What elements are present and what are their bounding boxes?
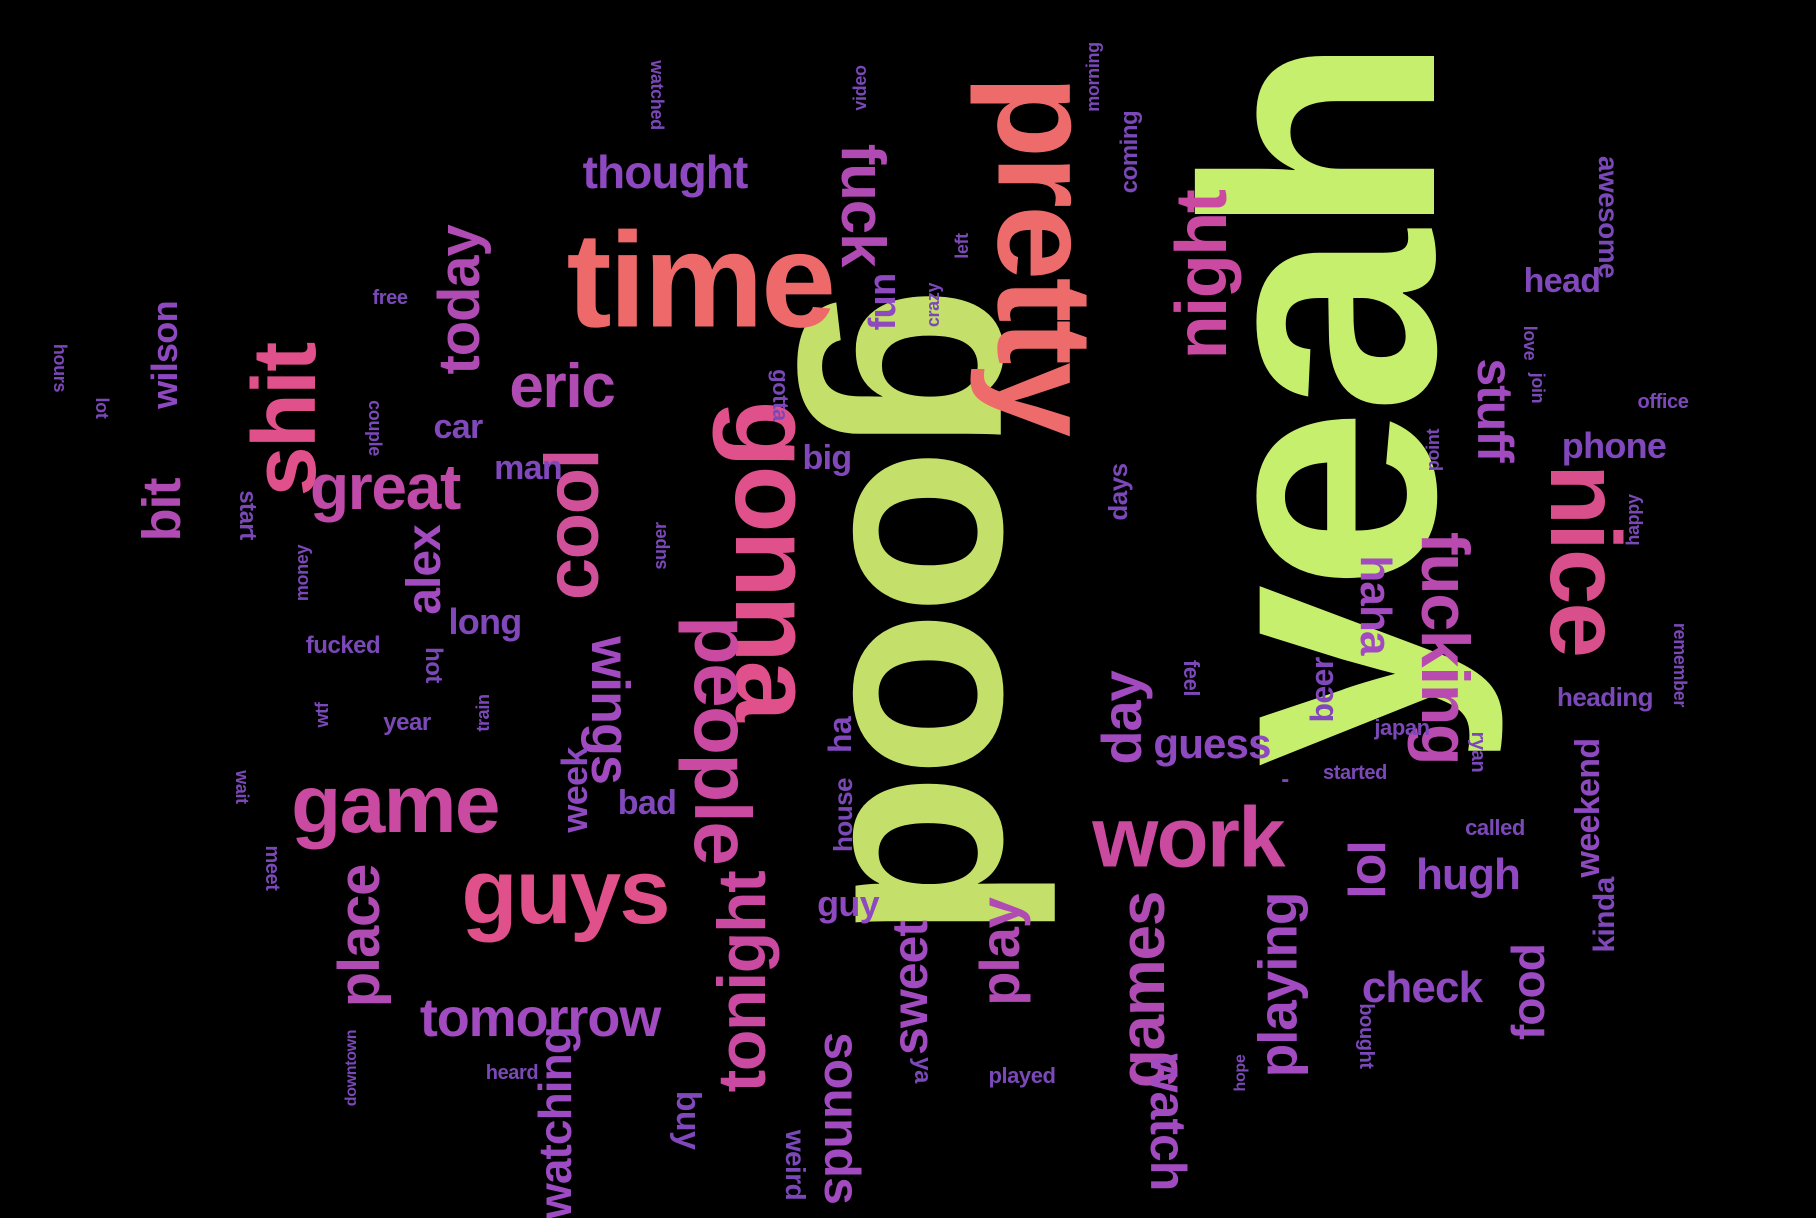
word-fucked: fucked: [305, 632, 381, 659]
word-night: night: [1162, 190, 1242, 360]
word-great: great: [309, 451, 461, 523]
word-wtf: wtf: [312, 702, 332, 728]
word-watch: watch: [1140, 1053, 1196, 1191]
word-play: play: [968, 898, 1031, 1006]
word-remember: remember: [1670, 622, 1690, 708]
word-kinda: kinda: [1588, 877, 1621, 953]
word-guess: guess: [1153, 720, 1271, 767]
word-nice: nice: [1529, 463, 1641, 657]
word-ryan: ryan: [1467, 731, 1489, 773]
word-phone: phone: [1561, 425, 1667, 466]
word-guys: guys: [461, 841, 670, 943]
word-called: called: [1465, 815, 1525, 840]
word-start: start: [234, 490, 261, 540]
word-heard: heard: [485, 1062, 539, 1084]
word-morning: morning: [1083, 42, 1103, 112]
word-long: long: [448, 601, 522, 642]
word-year: year: [383, 709, 431, 736]
word-pretty: pretty: [969, 75, 1121, 435]
word-game: game: [291, 759, 500, 850]
word-place: place: [327, 864, 392, 1008]
word-thought: thought: [582, 146, 749, 198]
word-stuff: stuff: [1467, 358, 1523, 462]
word-bit: bit: [132, 478, 192, 542]
word-ha: ha: [822, 716, 858, 754]
word-coming: coming: [1116, 110, 1143, 194]
word-watching: watching: [529, 1027, 581, 1218]
word-people: people: [678, 615, 767, 865]
word-tomorrow: tomorrow: [419, 988, 661, 1048]
word-food: food: [1502, 944, 1554, 1040]
word-weekend: weekend: [1569, 738, 1607, 878]
word-big: big: [802, 439, 853, 477]
word-tonight: tonight: [704, 871, 780, 1093]
word-eric: eric: [509, 352, 616, 421]
word-hours: hours: [50, 343, 70, 393]
word-hope: hope: [1232, 1054, 1249, 1092]
word-left: left: [952, 233, 972, 259]
word-gotta: gotta: [768, 369, 793, 421]
word-time: time: [566, 204, 836, 356]
word-video: video: [850, 65, 870, 111]
word-weird: weird: [780, 1129, 811, 1201]
word-meet: meet: [261, 845, 283, 891]
word-check: check: [1361, 963, 1483, 1012]
word-crazy: crazy: [923, 282, 943, 328]
word-played: played: [988, 1063, 1056, 1088]
word-sounds: sounds: [814, 1032, 870, 1204]
word-sweet: sweet: [882, 921, 938, 1055]
word-heading: heading: [1556, 682, 1654, 712]
word-feel: feel: [1179, 659, 1204, 697]
word-love: love: [1520, 325, 1540, 361]
word-hugh: hugh: [1416, 850, 1521, 899]
word-guy: guy: [817, 883, 880, 924]
word-fuck: fuck: [828, 143, 897, 267]
word-today: today: [427, 225, 492, 375]
word-work: work: [1092, 790, 1285, 886]
word-wait: wait: [232, 770, 252, 804]
word-ya: ya: [909, 1057, 936, 1083]
word-awesome: awesome: [1593, 155, 1624, 279]
word-house: house: [828, 778, 858, 852]
word-day: day: [1090, 671, 1153, 765]
word-lol: lol: [1339, 841, 1397, 899]
word-japan: japan: [1374, 715, 1430, 740]
word-haha: haha: [1351, 555, 1400, 655]
word-point: point: [1423, 428, 1443, 472]
word-fun: fun: [862, 273, 904, 331]
word-wilson: wilson: [144, 301, 185, 409]
word-dash: -: [1281, 766, 1289, 793]
word-hot: hot: [420, 647, 447, 683]
word-money: money: [292, 544, 312, 602]
word-alex: alex: [398, 525, 451, 615]
word-bought: bought: [1355, 1003, 1377, 1069]
word-super: super: [650, 522, 670, 570]
word-watched: watched: [647, 60, 667, 130]
word-beer: beer: [1304, 657, 1340, 723]
word-buy: buy: [669, 1090, 707, 1150]
word-days: days: [1103, 463, 1133, 521]
word-join: join: [1528, 372, 1548, 404]
word-started: started: [1323, 762, 1387, 784]
word-couple: couple: [365, 400, 385, 456]
word-free: free: [372, 287, 408, 309]
word-car: car: [433, 408, 483, 446]
word-head: head: [1523, 262, 1601, 300]
word-downtown: downtown: [343, 1029, 360, 1107]
word-office: office: [1637, 391, 1689, 413]
word-lot: lot: [92, 397, 112, 419]
word-happy: happy: [1623, 494, 1643, 546]
word-man: man: [494, 449, 563, 487]
word-playing: playing: [1246, 892, 1309, 1078]
word-train: train: [473, 694, 493, 732]
word-bad: bad: [617, 784, 677, 822]
word-week: week: [554, 747, 595, 833]
